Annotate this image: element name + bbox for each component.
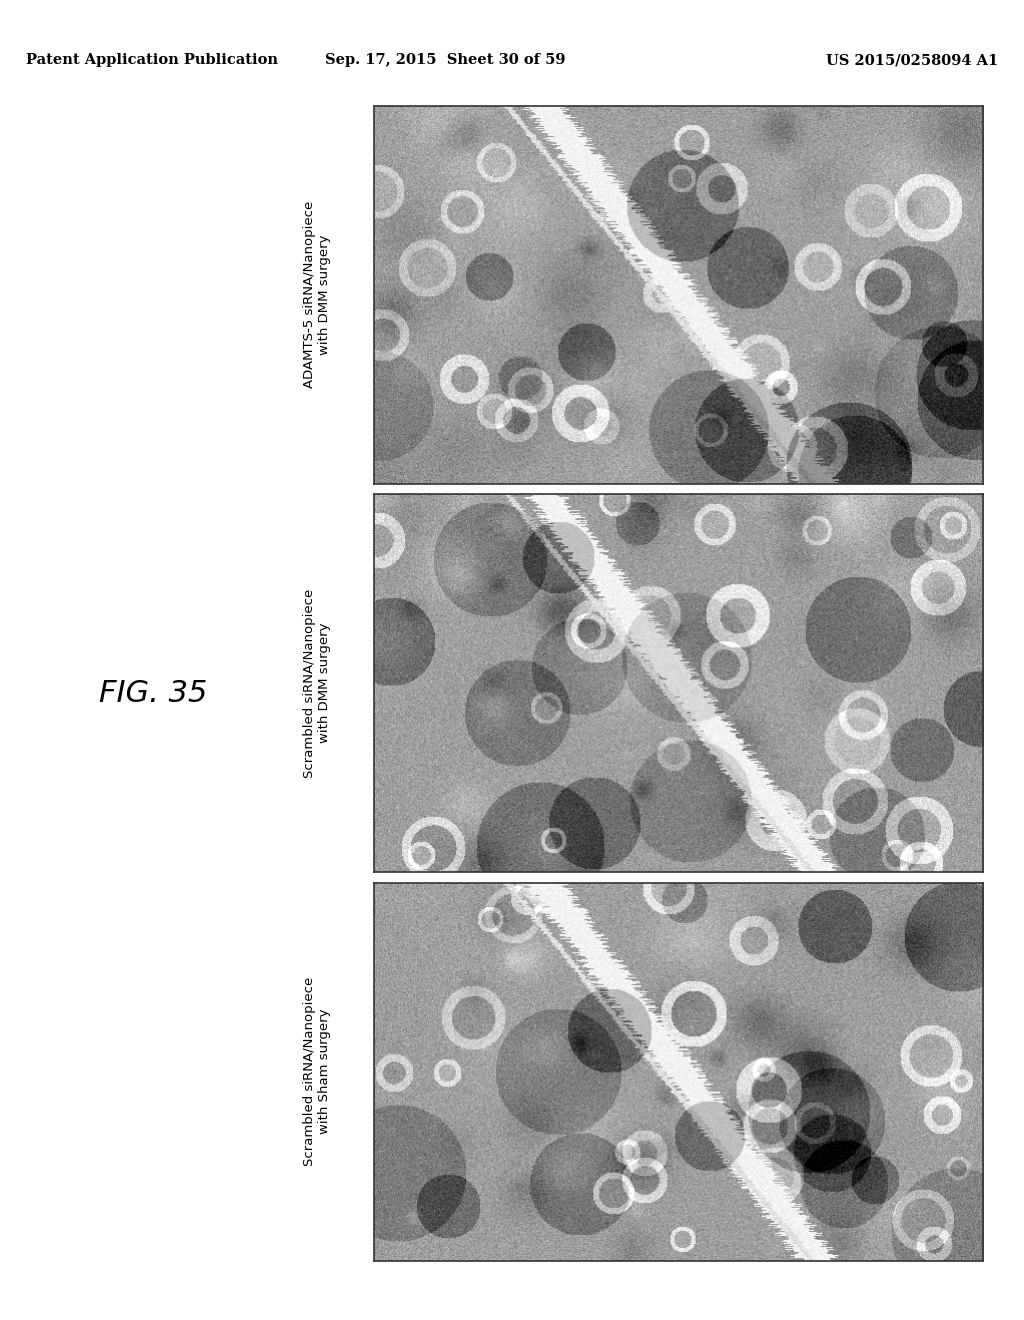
Text: Scrambled siRNA/Nanopiece
with Sham surgery: Scrambled siRNA/Nanopiece with Sham surg… — [303, 977, 332, 1167]
Text: ADAMTS-5 siRNA/Nanopiece
with DMM surgery: ADAMTS-5 siRNA/Nanopiece with DMM surger… — [303, 201, 332, 388]
Text: US 2015/0258094 A1: US 2015/0258094 A1 — [826, 53, 998, 67]
Text: FIG. 35: FIG. 35 — [99, 678, 208, 708]
Text: Patent Application Publication: Patent Application Publication — [26, 53, 278, 67]
Text: Sep. 17, 2015  Sheet 30 of 59: Sep. 17, 2015 Sheet 30 of 59 — [326, 53, 565, 67]
Text: Scrambled siRNA/Nanopiece
with DMM surgery: Scrambled siRNA/Nanopiece with DMM surge… — [303, 589, 332, 777]
